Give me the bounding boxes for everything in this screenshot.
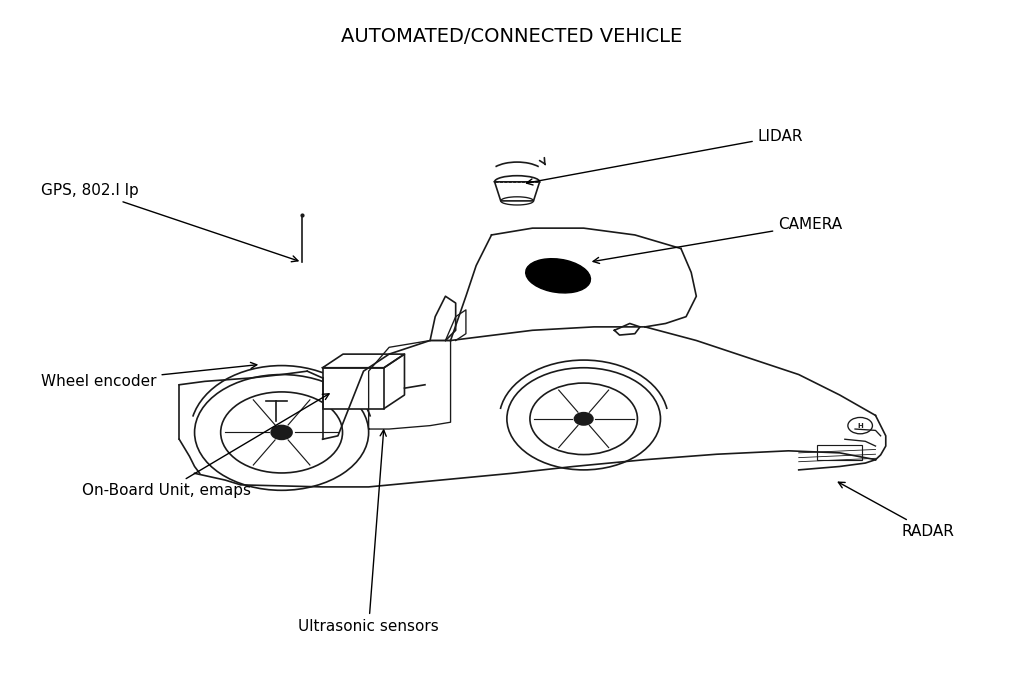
Text: Ultrasonic sensors: Ultrasonic sensors	[298, 430, 439, 634]
Ellipse shape	[525, 259, 591, 293]
Circle shape	[574, 413, 593, 425]
FancyBboxPatch shape	[323, 368, 384, 409]
Text: CAMERA: CAMERA	[593, 217, 843, 264]
Text: On-Board Unit, emaps: On-Board Unit, emaps	[82, 394, 329, 498]
Text: GPS, 802.I lp: GPS, 802.I lp	[41, 183, 298, 262]
Text: Wheel encoder: Wheel encoder	[41, 362, 257, 389]
FancyBboxPatch shape	[817, 445, 862, 460]
Text: LIDAR: LIDAR	[526, 129, 803, 185]
Text: RADAR: RADAR	[839, 482, 954, 539]
Text: H: H	[857, 423, 863, 428]
Text: AUTOMATED/CONNECTED VEHICLE: AUTOMATED/CONNECTED VEHICLE	[341, 27, 683, 46]
Circle shape	[271, 426, 292, 439]
